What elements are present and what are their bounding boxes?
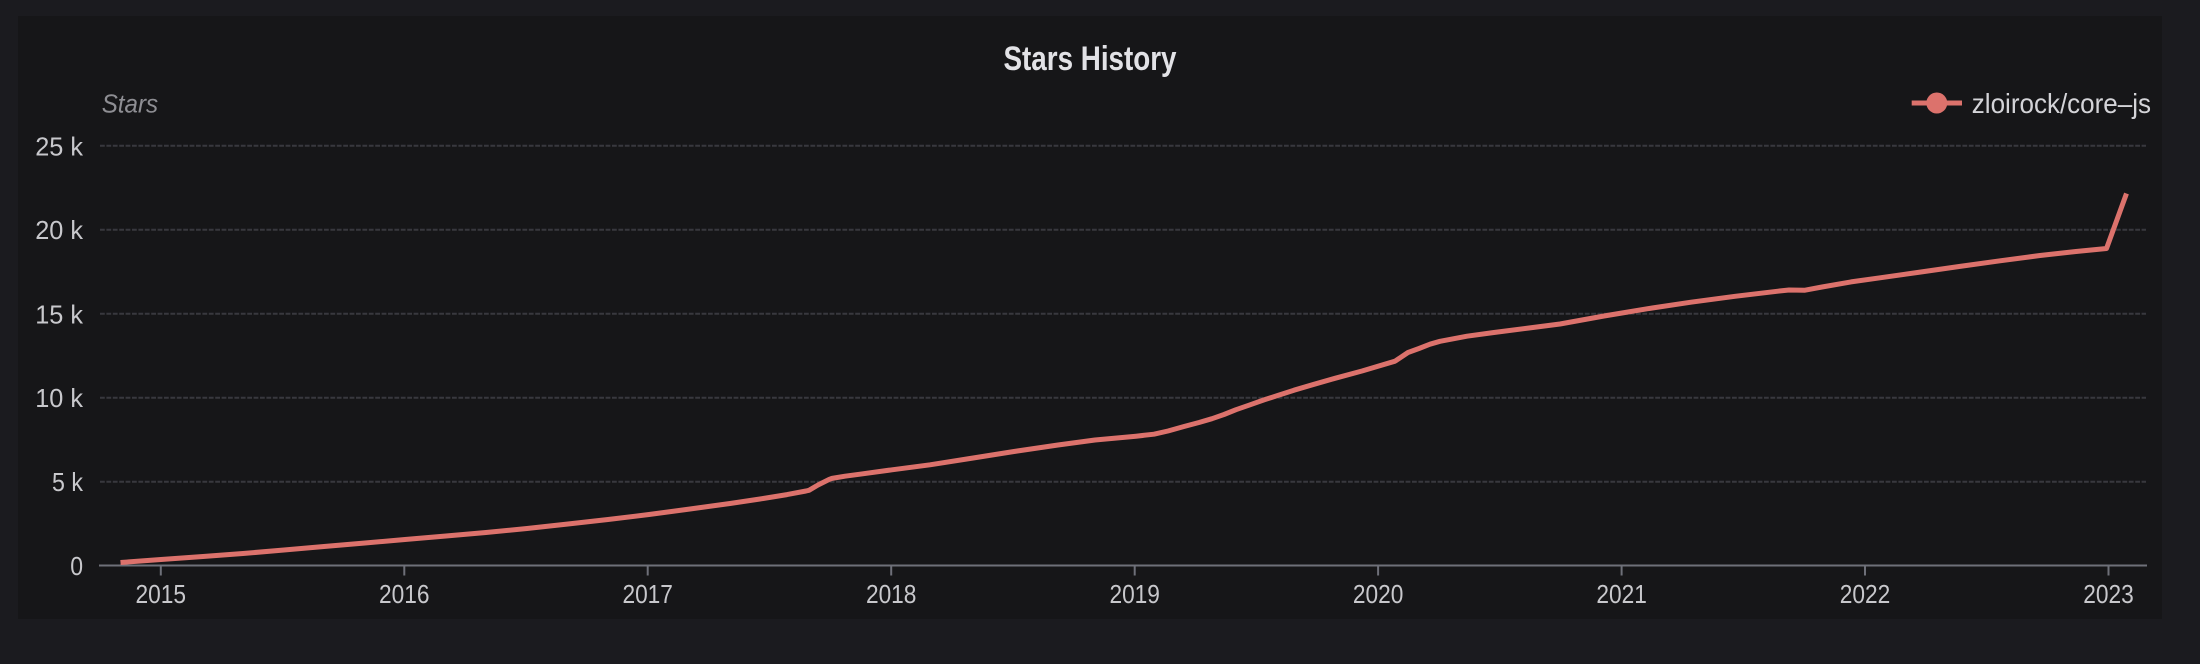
svg-text:2018: 2018: [866, 579, 917, 609]
svg-text:0: 0: [70, 551, 83, 581]
svg-text:2016: 2016: [379, 579, 430, 609]
svg-text:2017: 2017: [622, 579, 673, 609]
svg-text:20 k: 20 k: [35, 215, 84, 245]
svg-text:25 k: 25 k: [35, 131, 84, 161]
svg-text:2021: 2021: [1596, 579, 1647, 609]
svg-text:2020: 2020: [1353, 579, 1404, 609]
svg-text:2019: 2019: [1109, 579, 1160, 609]
svg-text:15 k: 15 k: [35, 299, 84, 329]
svg-text:Stars History: Stars History: [1004, 40, 1177, 78]
svg-text:2022: 2022: [1840, 579, 1891, 609]
svg-text:2015: 2015: [136, 579, 187, 609]
svg-text:zloirock/core–js: zloirock/core–js: [1972, 88, 2151, 119]
svg-text:Stars: Stars: [102, 89, 158, 119]
svg-text:5 k: 5 k: [52, 467, 84, 497]
svg-text:10 k: 10 k: [35, 383, 84, 413]
svg-text:2023: 2023: [2083, 579, 2134, 609]
